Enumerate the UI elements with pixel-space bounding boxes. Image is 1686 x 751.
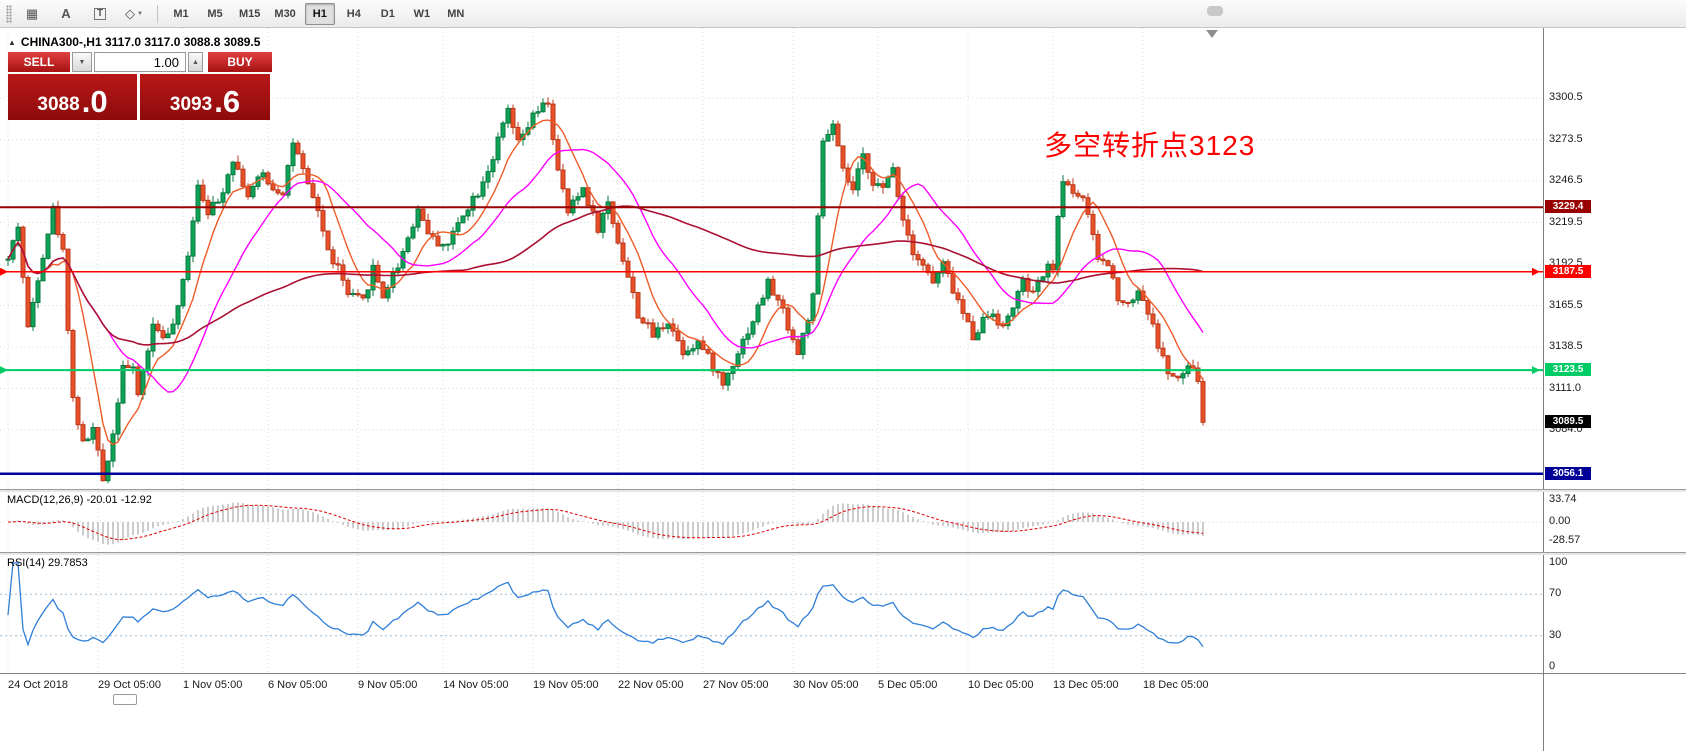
text-box-tool-button[interactable]: T bbox=[85, 3, 115, 25]
timeframe-button-m15[interactable]: M15 bbox=[239, 7, 261, 20]
pane-separator-macd[interactable] bbox=[0, 489, 1686, 492]
level-price-tag: 3187.5 bbox=[1545, 264, 1591, 278]
level-price-tag: 3056.1 bbox=[1545, 466, 1591, 480]
timeframe-button-mn[interactable]: MN bbox=[447, 7, 465, 20]
timeframe-button-d1[interactable]: D1 bbox=[380, 7, 395, 20]
text-label-icon: A bbox=[61, 6, 71, 21]
chevron-down-icon: ▼ bbox=[137, 10, 143, 17]
macd-scale-label: 0.00 bbox=[1549, 515, 1571, 527]
text-label-tool-button[interactable]: A bbox=[51, 3, 81, 25]
horizontal-scrollbar-thumb[interactable] bbox=[113, 694, 137, 705]
buy-price-main: 3093 bbox=[169, 94, 213, 115]
timeframe-button-w1[interactable]: W1 bbox=[413, 7, 431, 20]
rsi-scale-label: 0 bbox=[1549, 660, 1556, 672]
macd-signal-line bbox=[7, 504, 1204, 541]
time-axis-label: 29 Oct 05:00 bbox=[98, 679, 161, 691]
buy-price-display[interactable]: 3093 .6 bbox=[140, 74, 270, 120]
macd-scale-label: -28.57 bbox=[1549, 534, 1581, 546]
price-scale-label: 3111.0 bbox=[1549, 381, 1582, 394]
time-axis-label: 18 Dec 05:00 bbox=[1143, 679, 1209, 691]
time-axis-label: 10 Dec 05:00 bbox=[968, 679, 1034, 691]
time-axis-label: 5 Dec 05:00 bbox=[878, 679, 938, 691]
shapes-icon: ◇ bbox=[125, 6, 136, 21]
price-scale-label: 3165.5 bbox=[1549, 298, 1583, 311]
grid-icon: ▦ bbox=[25, 6, 39, 21]
chevron-down-icon: ▼ bbox=[78, 58, 86, 66]
text-box-icon: T bbox=[93, 7, 107, 20]
time-axis-label: 9 Nov 05:00 bbox=[358, 679, 418, 691]
macd-pane-canvas[interactable] bbox=[0, 492, 1543, 552]
price-scale-label: 3138.5 bbox=[1549, 340, 1583, 352]
shapes-tool-button[interactable]: ◇ ▼ bbox=[119, 3, 149, 25]
time-axis-label: 19 Nov 05:00 bbox=[533, 679, 599, 691]
toolbar-overflow-grip[interactable] bbox=[1207, 6, 1223, 16]
rsi-scale-label: 100 bbox=[1549, 556, 1568, 568]
volume-dropdown-button[interactable]: ▼ bbox=[72, 52, 92, 72]
chart-annotation-text: 多空转折点3123 bbox=[1044, 130, 1256, 161]
rsi-grid bbox=[0, 555, 1543, 673]
rsi-line bbox=[7, 562, 1204, 647]
pane-separator-rsi[interactable] bbox=[0, 552, 1686, 555]
time-axis-label: 14 Nov 05:00 bbox=[443, 679, 509, 691]
sell-price-main: 3088 bbox=[37, 94, 80, 115]
collapse-arrow-icon[interactable]: ▲ bbox=[8, 37, 16, 47]
chevron-up-icon: ▲ bbox=[192, 58, 199, 66]
level-price-tag: 3229.4 bbox=[1545, 200, 1591, 214]
current-price-tag: 3089.5 bbox=[1545, 415, 1591, 429]
price-scale[interactable]: 3300.5 3273.5 3246.5 3219.5 3192.5 3165.5 3138… bbox=[1543, 28, 1686, 751]
price-scale-label: 3246.5 bbox=[1549, 174, 1583, 186]
horizontal-level-lines bbox=[0, 206, 1543, 475]
toolbar-grip[interactable] bbox=[6, 4, 12, 23]
rsi-label: RSI(14) 29.7853 bbox=[7, 557, 88, 569]
macd-label: MACD(12,26,9) -20.01 -12.92 bbox=[7, 494, 152, 506]
price-scale-label: 3273.5 bbox=[1549, 132, 1583, 145]
toolbar: ▦ A T ◇ ▼ M1 M5 M15 M30 H1 H4 D1 W1 MN bbox=[0, 0, 1686, 28]
timeframe-bar: M1 M5 M15 M30 H1 H4 D1 W1 MN bbox=[164, 2, 473, 25]
chart-window[interactable]: 3300.5 3273.5 3246.5 3219.5 3192.5 3165.5 3138… bbox=[0, 28, 1686, 751]
sell-price-display[interactable]: 3088 .0 bbox=[8, 74, 137, 120]
time-axis-label: 27 Nov 05:00 bbox=[703, 679, 769, 691]
timeframe-button-m30[interactable]: M30 bbox=[274, 7, 296, 20]
time-axis-label: 6 Nov 05:00 bbox=[268, 679, 328, 691]
one-click-trading-panel: SELL ▼ 1.00 ▲ BUY 3088 .0 3093 .6 bbox=[8, 52, 272, 120]
time-axis-label: 30 Nov 05:00 bbox=[793, 679, 859, 691]
sell-price-fraction: .0 bbox=[81, 84, 108, 119]
rsi-scale-label: 70 bbox=[1549, 587, 1562, 600]
stamp-grid-tool-button[interactable]: ▦ bbox=[17, 3, 47, 25]
macd-histogram bbox=[12, 502, 1204, 545]
buy-price-fraction: .6 bbox=[214, 84, 241, 119]
price-scale-label: 3219.5 bbox=[1549, 215, 1583, 228]
rsi-pane-canvas[interactable] bbox=[0, 555, 1543, 673]
time-axis-label: 1 Nov 05:00 bbox=[183, 679, 243, 691]
buy-button[interactable]: BUY bbox=[208, 52, 272, 72]
time-axis-label: 22 Nov 05:00 bbox=[618, 679, 684, 691]
main-chart-canvas[interactable] bbox=[0, 28, 1543, 490]
ma-21-line bbox=[7, 148, 1204, 393]
volume-increase-button[interactable]: ▲ bbox=[188, 52, 203, 72]
time-axis[interactable]: 24 Oct 2018 29 Oct 05:00 1 Nov 05:00 6 Nov … bbox=[0, 675, 1543, 697]
timeframe-button-m1[interactable]: M1 bbox=[173, 7, 189, 20]
time-axis-label: 13 Dec 05:00 bbox=[1053, 679, 1119, 691]
price-scale-label: 3300.5 bbox=[1549, 91, 1583, 103]
toolbar-separator bbox=[157, 4, 158, 23]
timeframe-button-m5[interactable]: M5 bbox=[207, 7, 223, 20]
volume-input[interactable]: 1.00 bbox=[94, 52, 186, 72]
chart-shift-marker[interactable] bbox=[1206, 30, 1218, 38]
chart-header: ▲ CHINA300-,H1 3117.0 3117.0 3088.8 3089… bbox=[8, 35, 260, 49]
sell-button[interactable]: SELL bbox=[8, 52, 70, 72]
macd-scale-label: 33.74 bbox=[1549, 493, 1577, 505]
timeframe-button-h4[interactable]: H4 bbox=[346, 7, 361, 20]
ma-89-line bbox=[7, 205, 1204, 346]
timeframe-button-h1[interactable]: H1 bbox=[304, 2, 335, 25]
symbol-ohlc-text: CHINA300-,H1 3117.0 3117.0 3088.8 3089.5 bbox=[20, 35, 261, 49]
macd-grid bbox=[0, 492, 1543, 552]
time-axis-label: 24 Oct 2018 bbox=[8, 679, 68, 691]
level-price-tag: 3123.5 bbox=[1545, 363, 1591, 377]
rsi-scale-label: 30 bbox=[1549, 628, 1562, 641]
candles bbox=[5, 97, 1206, 484]
time-axis-border bbox=[0, 673, 1686, 674]
